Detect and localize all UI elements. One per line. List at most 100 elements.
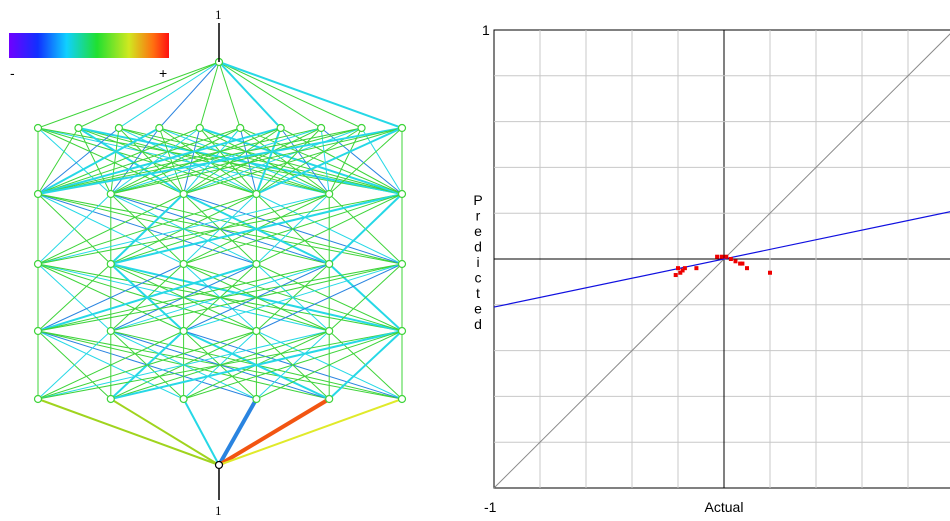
network-node bbox=[236, 123, 245, 133]
network-connection bbox=[78, 127, 257, 195]
network-connection bbox=[118, 127, 257, 195]
network-node bbox=[33, 326, 43, 336]
legend-minus-label: - bbox=[10, 65, 15, 81]
network-node bbox=[74, 123, 83, 133]
y-tick-max: 1 bbox=[482, 22, 490, 38]
data-point bbox=[676, 266, 680, 271]
network-connection bbox=[280, 127, 403, 195]
network-node bbox=[214, 460, 224, 470]
network-connection bbox=[218, 61, 282, 129]
network-node bbox=[114, 123, 123, 133]
network-node bbox=[397, 394, 407, 404]
network-node bbox=[106, 326, 115, 336]
network-connection bbox=[217, 397, 331, 467]
network-connections bbox=[37, 61, 403, 467]
data-point bbox=[745, 266, 749, 271]
data-point bbox=[680, 268, 685, 273]
network-connection bbox=[110, 127, 120, 195]
network-connection bbox=[37, 127, 79, 195]
network-connection bbox=[37, 61, 220, 129]
network-connection bbox=[37, 193, 257, 265]
network-node bbox=[252, 326, 261, 336]
color-legend: - + bbox=[9, 33, 169, 81]
network-connection bbox=[37, 330, 403, 400]
network-connection bbox=[37, 127, 403, 195]
network-connection bbox=[37, 193, 403, 265]
network-connection bbox=[239, 127, 330, 195]
network-connection bbox=[110, 127, 160, 195]
data-point bbox=[719, 254, 724, 259]
network-connection bbox=[37, 330, 112, 400]
network-node bbox=[252, 189, 261, 199]
network-bottom-label: 1 bbox=[215, 503, 222, 518]
network-connection bbox=[159, 127, 257, 195]
network-connection bbox=[199, 127, 403, 195]
network-connection bbox=[37, 127, 200, 195]
color-legend-bar bbox=[9, 33, 169, 58]
network-node bbox=[179, 394, 188, 404]
network-node bbox=[179, 259, 188, 269]
network-connection bbox=[320, 127, 403, 195]
network-connection bbox=[183, 263, 403, 332]
data-point bbox=[768, 270, 772, 275]
network-connection bbox=[78, 127, 330, 195]
network-connection bbox=[110, 127, 241, 195]
network-connection bbox=[182, 398, 220, 466]
network-node bbox=[155, 123, 164, 133]
network-connection bbox=[37, 127, 241, 195]
network-connection bbox=[183, 127, 201, 195]
network-node bbox=[33, 189, 43, 199]
network-connection bbox=[218, 61, 241, 129]
network-connection bbox=[328, 193, 403, 265]
network-diagram: 1 1 bbox=[33, 7, 407, 518]
network-connection bbox=[183, 127, 281, 195]
network-node bbox=[33, 123, 43, 133]
network-node bbox=[179, 189, 188, 199]
data-point bbox=[682, 266, 687, 271]
network-connection bbox=[328, 127, 403, 195]
network-connection bbox=[328, 263, 403, 332]
network-connection bbox=[183, 193, 403, 265]
x-tick-min: -1 bbox=[484, 499, 497, 515]
network-connection bbox=[256, 330, 403, 400]
network-connection bbox=[183, 127, 322, 195]
network-connection bbox=[110, 398, 220, 466]
network-connection bbox=[37, 263, 112, 332]
data-point bbox=[740, 261, 745, 266]
data-point bbox=[715, 254, 720, 259]
x-axis-label: Actual bbox=[705, 499, 744, 515]
network-connection bbox=[159, 127, 330, 195]
network-connection bbox=[158, 127, 185, 195]
network-connection bbox=[218, 61, 322, 129]
network-connection bbox=[37, 263, 257, 332]
network-connection bbox=[37, 330, 257, 400]
network-connection bbox=[110, 127, 201, 195]
network-connection bbox=[37, 127, 120, 195]
network-node bbox=[325, 189, 334, 199]
network-connection bbox=[328, 127, 363, 195]
data-point bbox=[733, 259, 738, 264]
network-connection bbox=[328, 330, 403, 400]
network-connection bbox=[361, 127, 403, 195]
network-connection bbox=[37, 263, 330, 332]
network-connection bbox=[218, 61, 403, 129]
network-connection bbox=[37, 127, 160, 195]
network-node bbox=[397, 123, 407, 133]
network-node bbox=[252, 259, 261, 269]
network-connection bbox=[199, 127, 257, 195]
network-node bbox=[357, 123, 366, 133]
data-point bbox=[724, 254, 729, 259]
network-node bbox=[397, 326, 407, 336]
network-connection bbox=[37, 398, 220, 466]
network-connection bbox=[255, 127, 403, 195]
grid-lines bbox=[494, 30, 950, 488]
network-node bbox=[397, 259, 407, 269]
network-node bbox=[325, 326, 334, 336]
network-connection bbox=[280, 127, 330, 195]
network-connection bbox=[78, 61, 220, 129]
chart-lines bbox=[493, 33, 950, 489]
network-connection bbox=[37, 127, 362, 195]
network-connection bbox=[77, 127, 112, 195]
